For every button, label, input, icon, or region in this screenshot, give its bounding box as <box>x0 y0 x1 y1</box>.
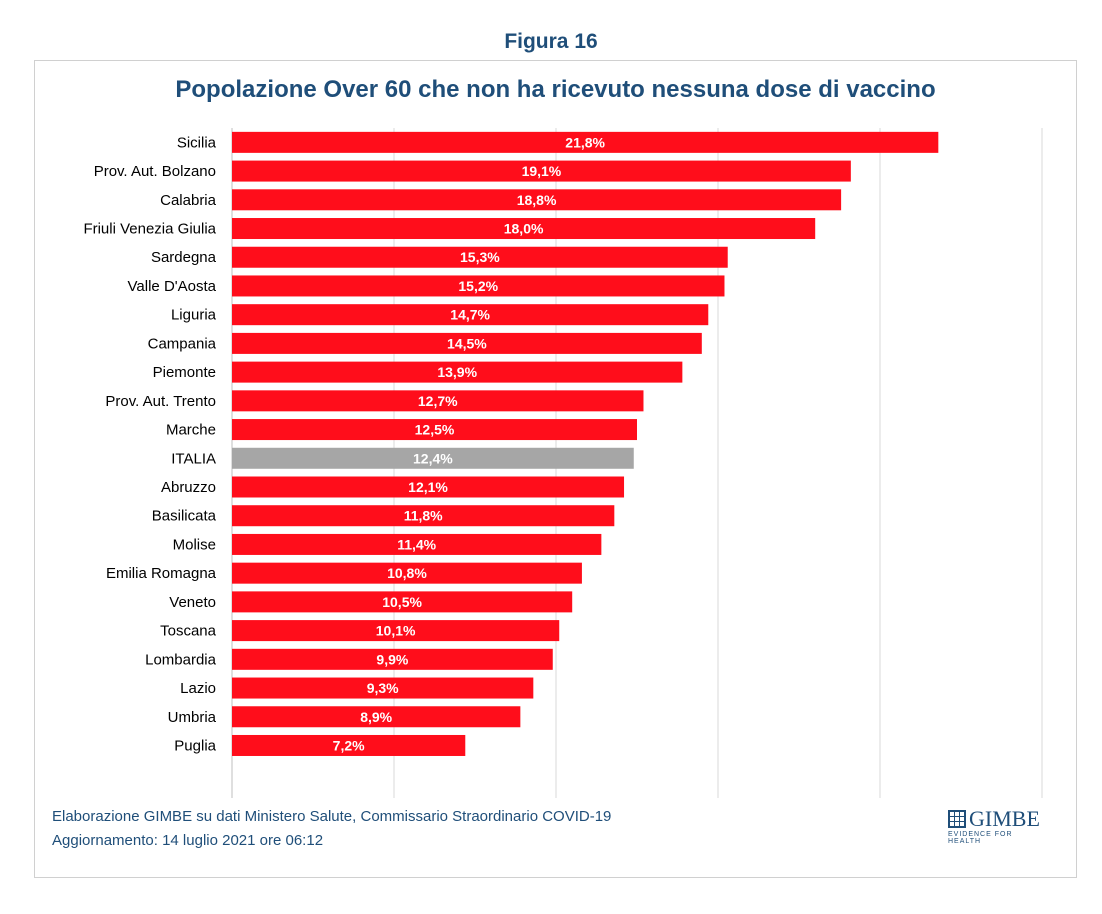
bar <box>232 160 851 182</box>
category-label: Liguria <box>171 307 217 324</box>
bar-value-label: 9,9% <box>376 651 408 667</box>
bar <box>232 447 634 469</box>
bar-value-label: 15,2% <box>458 278 498 294</box>
bar <box>232 304 709 326</box>
bar-value-label: 14,5% <box>447 335 487 351</box>
category-label: ITALIA <box>171 450 216 467</box>
bar <box>232 419 637 441</box>
bar <box>232 476 625 498</box>
bar-value-label: 11,8% <box>404 508 443 524</box>
bar-value-label: 10,8% <box>387 565 427 581</box>
category-label: Lombardia <box>145 651 217 668</box>
category-label: Marche <box>166 422 216 439</box>
footer-update: Aggiornamento: 14 luglio 2021 ore 06:12 <box>52 832 324 849</box>
bar-value-label: 15,3% <box>460 249 500 265</box>
bar-chart: 21,8% Sicilia 19,1% Prov. Aut. Bolzano 18,8%… <box>83 128 1043 798</box>
bar <box>232 591 573 613</box>
bar-value-label: 12,5% <box>415 422 455 438</box>
gimbe-grid-icon <box>948 810 966 828</box>
bar-value-label: 14,7% <box>450 307 490 323</box>
bar-value-label: 12,1% <box>408 479 448 495</box>
category-label: Basilicata <box>152 508 217 525</box>
bar-value-label: 8,9% <box>360 709 392 725</box>
bar-value-label: 21,8% <box>565 134 605 150</box>
bar <box>232 677 534 699</box>
bar <box>232 706 521 728</box>
bar <box>232 620 560 642</box>
bar-value-label: 12,7% <box>418 393 458 409</box>
category-label: Abruzzo <box>161 479 216 496</box>
bar <box>232 734 466 756</box>
bar-value-label: 7,2% <box>333 737 365 753</box>
bar <box>232 189 842 211</box>
logo-tagline: EVIDENCE FOR HEALTH <box>948 831 1013 845</box>
category-label: Campania <box>148 335 217 352</box>
category-label: Puglia <box>174 737 216 754</box>
category-label: Molise <box>173 536 216 553</box>
bar <box>232 533 602 555</box>
footer-source: Elaborazione GIMBE su dati Ministero Sal… <box>52 808 612 825</box>
bar <box>232 390 644 412</box>
bar-value-label: 19,1% <box>522 163 562 179</box>
category-label: Valle D'Aosta <box>128 278 217 295</box>
bar <box>232 648 553 670</box>
bar <box>232 505 615 527</box>
bar <box>232 131 939 153</box>
bar <box>232 562 582 584</box>
bar-value-label: 9,3% <box>367 680 399 696</box>
bar-value-label: 18,8% <box>517 192 557 208</box>
category-label: Lazio <box>180 680 216 697</box>
gimbe-logo: GIMBE EVIDENCE FOR HEALTH <box>948 808 1048 845</box>
bar <box>232 218 816 240</box>
category-label: Emilia Romagna <box>106 565 217 582</box>
category-label: Calabria <box>160 192 217 209</box>
bar <box>232 246 728 268</box>
logo-wordmark: GIMBE <box>969 806 1040 831</box>
category-label: Sardegna <box>151 249 217 266</box>
bar-value-label: 10,5% <box>382 594 422 610</box>
category-label: Veneto <box>169 594 216 611</box>
category-label: Piemonte <box>153 364 216 381</box>
bar-value-label: 11,4% <box>397 536 436 552</box>
category-label: Prov. Aut. Bolzano <box>94 163 216 180</box>
bar-value-label: 13,9% <box>437 364 477 380</box>
bar <box>232 361 683 383</box>
chart-title: Popolazione Over 60 che non ha ricevuto … <box>175 76 936 103</box>
figure-label: Figura 16 <box>504 30 598 53</box>
category-label: Prov. Aut. Trento <box>105 393 216 410</box>
category-label: Toscana <box>160 623 217 640</box>
category-label: Friuli Venezia Giulia <box>83 221 216 238</box>
bar-value-label: 10,1% <box>376 623 416 639</box>
category-label: Sicilia <box>177 134 217 151</box>
bar-value-label: 18,0% <box>504 221 544 237</box>
bar <box>232 332 702 354</box>
category-label: Umbria <box>168 709 217 726</box>
bar <box>232 275 725 297</box>
bar-value-label: 12,4% <box>413 450 453 466</box>
